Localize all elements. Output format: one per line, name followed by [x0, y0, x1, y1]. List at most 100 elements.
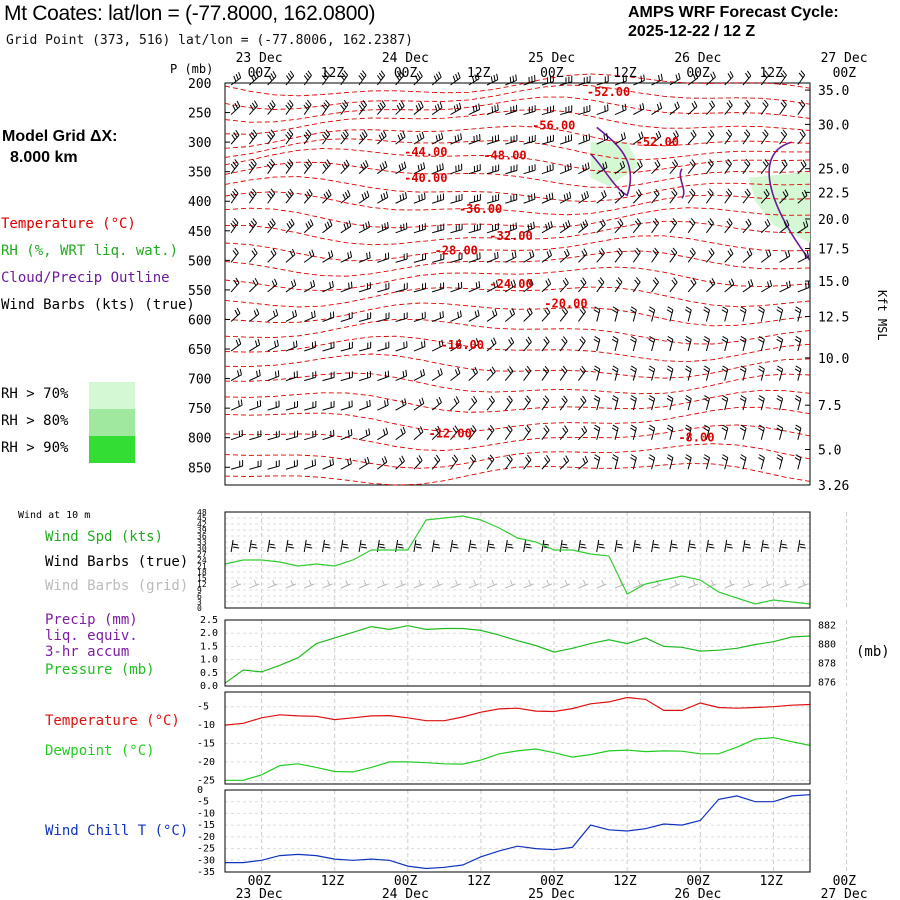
true-wind-barb — [230, 539, 240, 553]
wind-barb-flag — [286, 75, 291, 81]
wind-barb-flag — [630, 365, 637, 370]
wind-barb — [578, 277, 587, 293]
wind-barb-flag — [305, 161, 311, 167]
wind-barb-flag — [397, 134, 401, 141]
wind-barb-staff — [523, 284, 534, 293]
wind-barb — [578, 365, 586, 381]
wind-barb — [340, 311, 353, 322]
wind-barb-flag — [666, 338, 673, 343]
wind-barb-staff — [413, 76, 423, 86]
wind-barb-flag — [691, 102, 696, 109]
wind-barb-flag — [583, 192, 587, 199]
wind-barb-flag — [745, 220, 750, 227]
wind-barb — [541, 395, 550, 411]
wind-barb — [651, 102, 663, 115]
wind-barb — [340, 457, 352, 470]
wind-barb-flag — [307, 70, 312, 76]
wind-barb-flag — [492, 310, 495, 317]
wind-barb-staff — [523, 341, 532, 352]
height-tick-label: 7.5 — [818, 399, 841, 414]
wind-barb-staff — [651, 107, 662, 115]
wind-barb-staff — [724, 283, 735, 293]
wind-barb-flag — [309, 219, 314, 225]
wind-barb-staff — [669, 457, 674, 470]
isotherm-line — [224, 191, 811, 216]
wind-barb-staff — [523, 312, 533, 322]
legend-rh70-label: RH > 70% — [1, 386, 69, 402]
wind-barb-flag — [342, 193, 346, 200]
wind-barb-staff — [285, 376, 298, 382]
wind-barb — [630, 365, 637, 381]
wind-barb-staff — [559, 400, 568, 411]
wind-barb-flag — [330, 250, 334, 257]
wind-barb-flag — [250, 190, 255, 197]
wind-barb — [321, 70, 330, 86]
wind-barb-staff — [779, 134, 788, 145]
wind-barb-flag — [545, 425, 550, 431]
wind-barb-flag — [740, 424, 747, 429]
isotherm-line — [224, 462, 811, 486]
wind-barb-flag — [255, 71, 259, 78]
wind-barb-staff — [267, 436, 280, 441]
wind-barb-flag — [419, 426, 424, 433]
wind-barb-flag — [475, 282, 478, 289]
wind-barb — [395, 312, 408, 322]
wind-speed-tick: 15 — [197, 574, 207, 583]
wind-barb-staff — [267, 223, 276, 234]
wind-barb-flag — [401, 399, 404, 406]
isotherm-line — [224, 138, 810, 161]
wind-barb-flag — [648, 397, 655, 402]
wind-barb — [230, 247, 239, 263]
wind-barb-staff — [432, 258, 444, 263]
wind-barb-staff — [541, 312, 551, 322]
wind-barb-staff — [559, 225, 571, 234]
wind-barb-flag — [547, 222, 551, 229]
wind-barb — [523, 250, 535, 263]
wind-barb — [541, 278, 552, 293]
wind-barb-flag — [478, 281, 481, 288]
wind-barb-flag — [582, 135, 585, 143]
wind-barb-flag — [436, 398, 440, 405]
wind-barb-flag — [303, 134, 309, 140]
wind-barbs-true-label: Wind Barbs (true) — [45, 554, 189, 570]
wind-barb-staff — [632, 339, 637, 352]
wind-barb — [248, 129, 258, 145]
wind-barb-flag — [636, 218, 642, 224]
wind-barb — [486, 164, 500, 175]
legend-wind-barbs: Wind Barbs (kts) (true) — [1, 297, 195, 313]
wind-barb — [779, 70, 787, 86]
precip-label-3: 3-hr accum — [45, 644, 130, 660]
wind-barb-flag — [728, 100, 733, 106]
wind-barb-flag — [399, 70, 404, 77]
wind-barb-staff — [632, 398, 637, 411]
wind-barb-flag — [692, 73, 696, 80]
wind-barb-flag — [728, 280, 733, 287]
wind-barb-flag — [292, 311, 295, 318]
wind-barb — [596, 277, 605, 293]
wind-barb-flag — [457, 72, 461, 79]
true-wind-barb — [797, 539, 806, 553]
wind-barb-flag — [442, 311, 444, 318]
wind-barb-flag — [649, 424, 655, 429]
wind-barb-flag — [612, 335, 619, 340]
wind-barb-flag — [624, 103, 627, 110]
wind-barb-flag — [598, 250, 603, 256]
wind-barb — [523, 307, 533, 322]
true-wind-barb — [267, 539, 276, 553]
wind-barb — [666, 454, 674, 470]
wind-barb-flag — [305, 223, 310, 229]
wind-barb-flag — [804, 252, 807, 259]
wind-barb-staff — [651, 252, 659, 263]
wind-barb-flag — [758, 338, 764, 343]
wind-barb-flag — [721, 368, 728, 373]
wind-barb-flag — [794, 397, 801, 402]
wind-barb-flag — [635, 191, 640, 197]
wind-barb-flag — [494, 308, 498, 315]
wind-barb-flag — [594, 454, 601, 459]
wind-barb-staff — [614, 252, 623, 263]
wind-barb — [630, 395, 637, 411]
wind-barb-flag — [690, 218, 696, 224]
wind-barb — [230, 188, 239, 204]
wind-barb-flag — [565, 221, 569, 228]
wind-barb-flag — [304, 193, 309, 200]
